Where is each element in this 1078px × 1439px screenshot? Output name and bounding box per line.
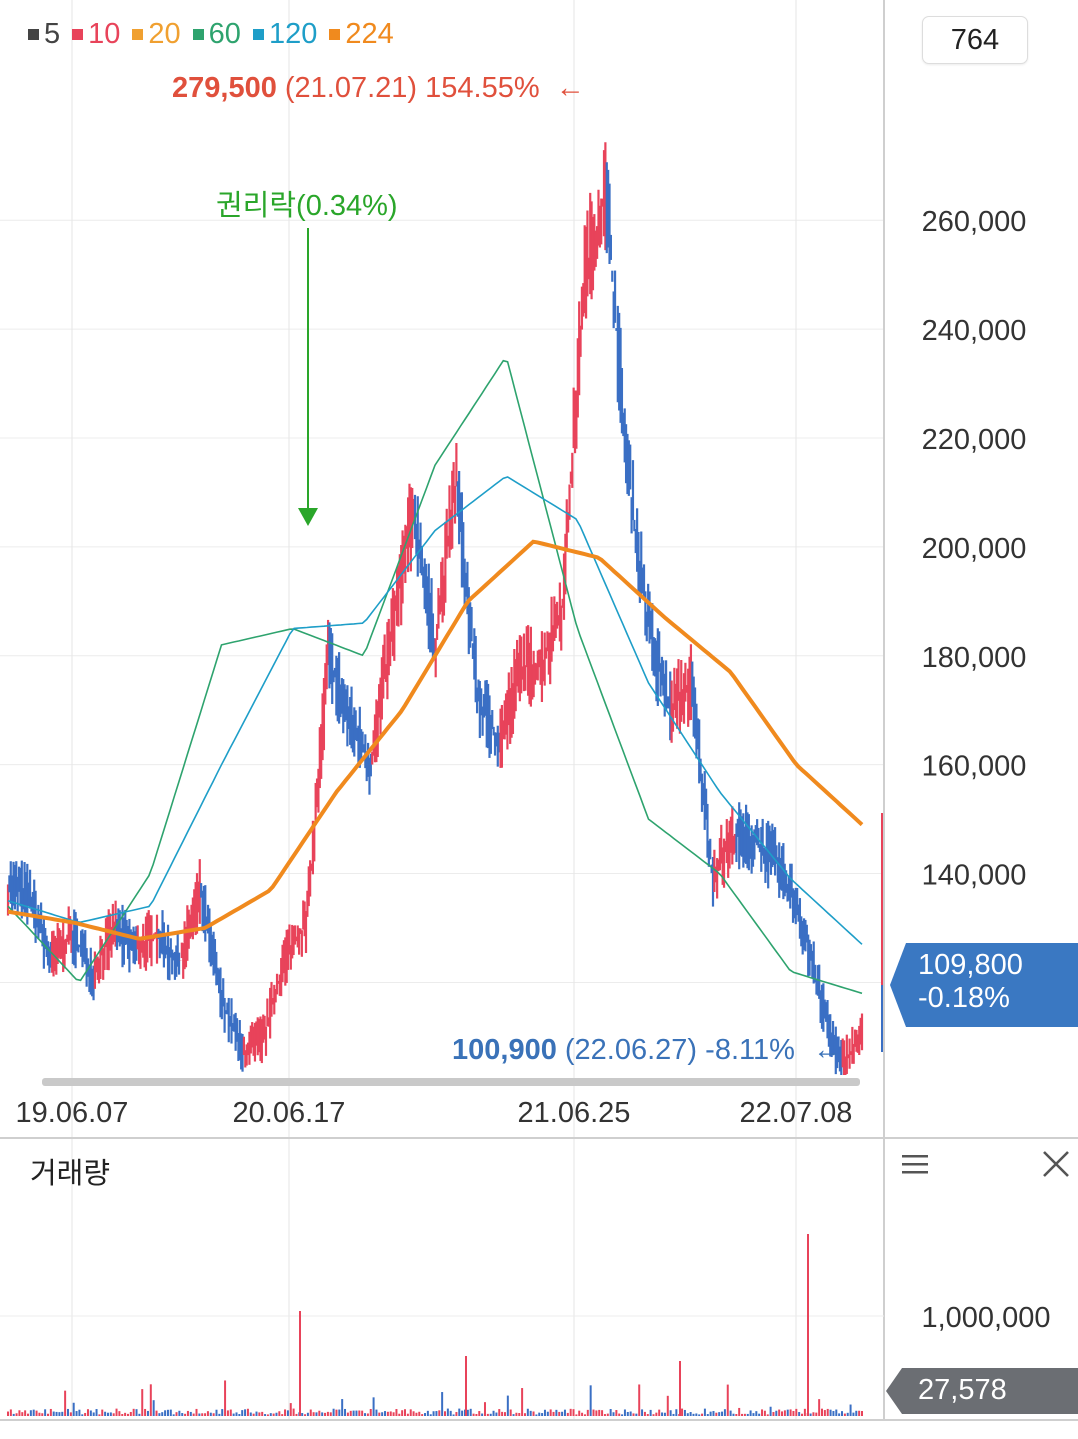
y-tick-label: 160,000: [922, 751, 1027, 783]
volume-title: 거래량: [30, 1158, 111, 1190]
volume-tag-shape: [886, 1368, 1078, 1414]
volume-current: 27,578: [918, 1374, 1007, 1406]
x-tick-label: 21.06.25: [518, 1097, 631, 1129]
low-price: 100,900: [452, 1034, 557, 1066]
close-icon[interactable]: [1040, 1148, 1072, 1180]
legend: 5 10 20 60 120 224: [28, 18, 394, 51]
rights-annotation: 권리락(0.34%): [216, 190, 398, 222]
legend-item-10[interactable]: 10: [72, 18, 120, 51]
y-tick-label: 260,000: [922, 206, 1027, 238]
ma224-line: [7, 539, 864, 941]
axis-labels: 260,000 240,000 220,000 200,000 180,000 160,0…: [16, 206, 1051, 1334]
current-price-label: 109,800 -0.18%: [890, 943, 1078, 1027]
y-tick-label: 200,000: [922, 533, 1027, 565]
current-change: -0.18%: [918, 982, 1010, 1014]
low-annotation: 100,900 (22.06.27) -8.11% ←: [452, 1034, 842, 1067]
x-tick-label: 20.06.17: [233, 1097, 346, 1129]
low-pct: -8.11%: [705, 1034, 795, 1066]
low-arrow-icon: ←: [812, 1034, 842, 1066]
y-tick-label: 140,000: [922, 860, 1027, 892]
legend-swatch: [329, 29, 341, 40]
volume-current-label: 27,578: [886, 1368, 1078, 1414]
menu-icon[interactable]: [900, 1150, 932, 1180]
legend-item-20[interactable]: 20: [132, 18, 181, 51]
high-date: (21.07.21): [284, 72, 418, 104]
high-price: 279,500: [172, 72, 277, 104]
annotations: [298, 228, 883, 1052]
current-price-tag-shape: [890, 943, 1078, 1027]
legend-item-224[interactable]: 224: [329, 18, 394, 51]
legend-swatch: [72, 29, 84, 40]
y-tick-label: 1,000,000: [921, 1302, 1050, 1334]
legend-swatch: [132, 29, 144, 40]
current-price: 109,800: [918, 949, 1023, 981]
price-series: [6, 142, 864, 1075]
legend-item-60[interactable]: 60: [192, 18, 241, 51]
ma60-line: [7, 359, 863, 995]
scrollbar: [42, 1078, 860, 1086]
legend-swatch: [28, 29, 39, 40]
high-arrow-icon: ←: [555, 72, 585, 104]
ma120-line: [7, 476, 863, 945]
legend-swatch: [252, 29, 264, 40]
high-pct: 154.55%: [425, 72, 540, 104]
period-input[interactable]: 764: [922, 16, 1028, 64]
rights-arrow-icon: [298, 508, 318, 526]
y-tick-label: 180,000: [922, 642, 1027, 674]
high-annotation: 279,500 (21.07.21) 154.55% ←: [172, 72, 585, 105]
x-tick-label: 19.06.07: [16, 1097, 129, 1129]
x-tick-label: 22.07.08: [740, 1097, 853, 1129]
legend-swatch: [192, 29, 204, 40]
y-tick-label: 220,000: [922, 424, 1027, 456]
moving-averages: [7, 359, 864, 995]
legend-item-5[interactable]: 5: [28, 18, 60, 51]
y-tick-label: 240,000: [922, 315, 1027, 347]
volume-bars: [7, 1234, 863, 1416]
low-date: (22.06.27): [564, 1034, 698, 1066]
legend-item-120[interactable]: 120: [252, 18, 317, 51]
